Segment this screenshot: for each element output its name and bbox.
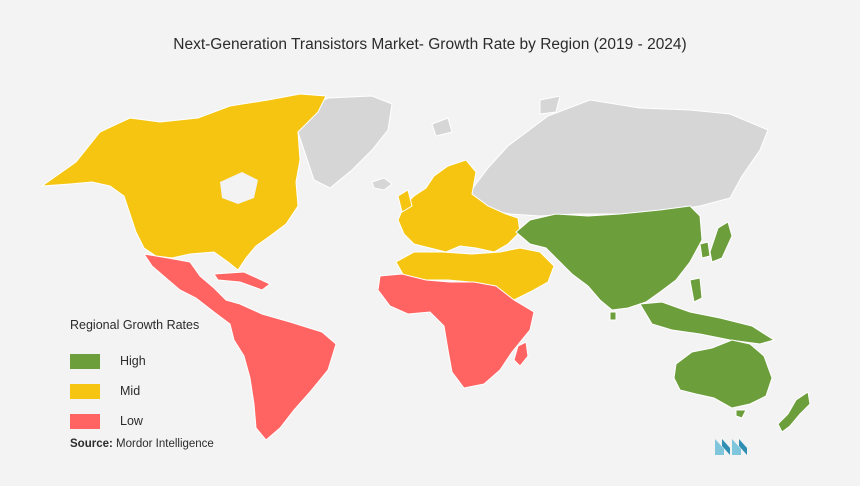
region-svalbard — [431, 117, 453, 137]
region-europe — [397, 159, 521, 253]
source-label: Source: — [70, 438, 113, 450]
legend-label-mid: Mid — [120, 384, 141, 398]
region-greenland — [297, 95, 393, 189]
legend-item-low: Low — [70, 406, 199, 436]
legend: Regional Growth Rates High Mid Low — [70, 318, 199, 436]
region-southeast-asia — [639, 301, 776, 345]
hudson-bay — [220, 172, 258, 204]
region-iceland — [371, 177, 393, 191]
legend-title: Regional Growth Rates — [70, 318, 200, 332]
region-new-zealand — [777, 391, 811, 433]
region-mena — [395, 247, 555, 301]
region-australia — [673, 339, 773, 409]
region-africa — [377, 273, 535, 389]
region-sri-lanka — [609, 311, 617, 321]
source-text: Mordor Intelligence — [116, 438, 214, 450]
region-madagascar — [513, 341, 529, 367]
legend-swatch-high — [70, 353, 100, 369]
region-philippines — [689, 277, 703, 303]
region-japan — [709, 221, 733, 263]
region-uk — [397, 189, 413, 213]
legend-label-low: Low — [120, 414, 143, 428]
mordor-logo-icon — [715, 439, 747, 455]
region-north-america — [40, 93, 327, 271]
legend-item-high: High — [70, 346, 199, 376]
region-korea — [699, 241, 711, 259]
legend-label-high: High — [120, 354, 146, 368]
legend-swatch-low — [70, 413, 100, 429]
chart-title: Next-Generation Transistors Market- Grow… — [173, 36, 687, 53]
legend-swatch-mid — [70, 383, 100, 399]
region-asia-pacific — [515, 205, 703, 311]
region-caribbean — [213, 271, 271, 291]
region-tasmania — [735, 409, 747, 419]
source-note: Source: Mordor Intelligence — [70, 438, 214, 450]
region-latin-america — [142, 253, 337, 441]
region-russia — [469, 99, 769, 217]
legend-item-mid: Mid — [70, 376, 199, 406]
region-novaya-zemlya — [539, 95, 561, 115]
